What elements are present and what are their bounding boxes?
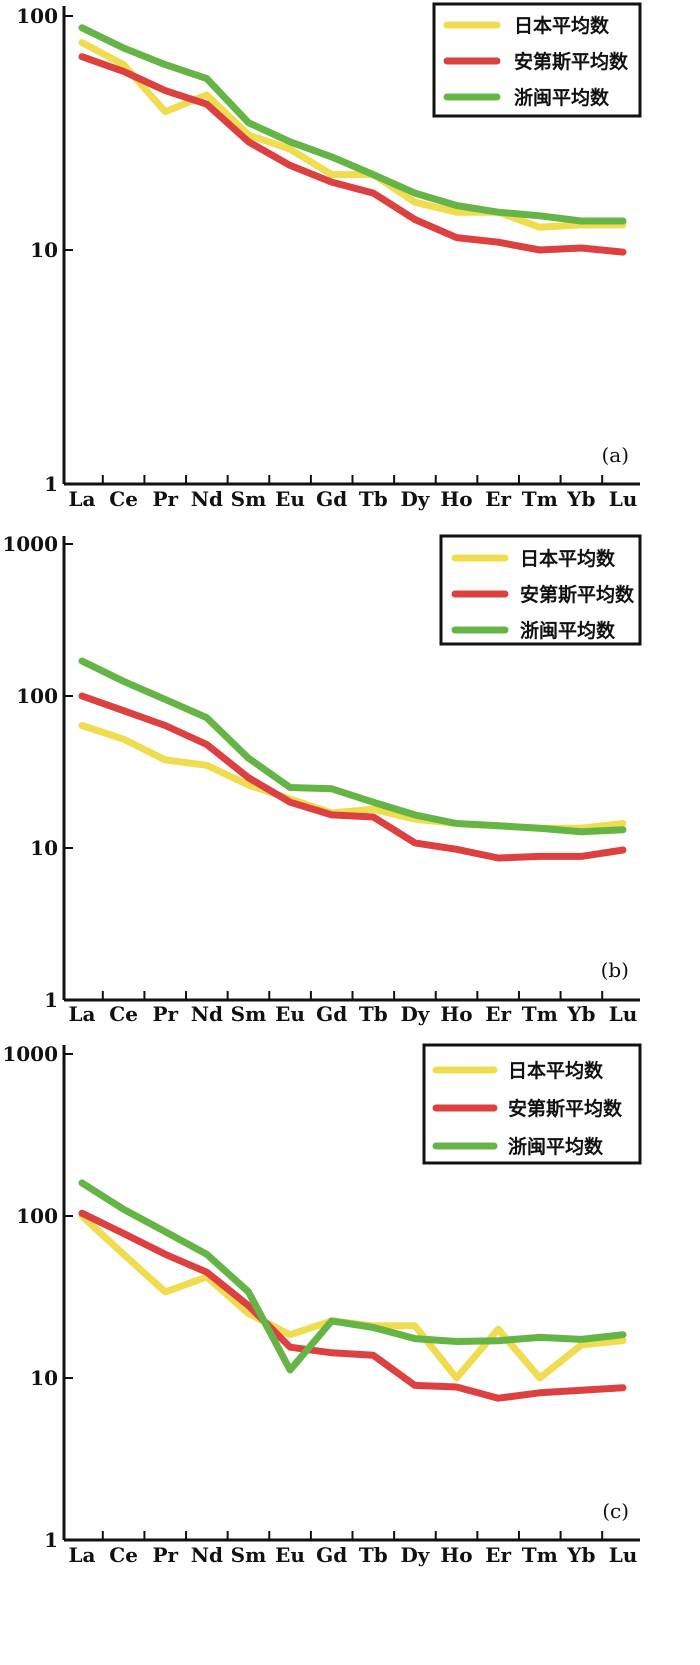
x-tick-label: La bbox=[68, 1543, 95, 1567]
x-tick-label: Eu bbox=[275, 1002, 305, 1026]
x-tick-label: Tb bbox=[359, 487, 388, 511]
legend-label: 浙闽平均数 bbox=[520, 619, 616, 642]
x-tick-label: Eu bbox=[275, 1543, 305, 1567]
x-tick-label: Ho bbox=[440, 487, 472, 511]
x-tick-label: Er bbox=[485, 487, 511, 511]
x-tick-label: Ho bbox=[440, 1002, 472, 1026]
y-tick-label: 1 bbox=[44, 1528, 58, 1552]
x-tick-label: Pr bbox=[152, 487, 178, 511]
chart-panel-b: 1 10 100 1000 La Ce Pr Nd Sm Eu Gd Tb Dy Ho Er Tm Yb Lu 日本… bbox=[2, 532, 642, 1026]
legend-label: 安第斯平均数 bbox=[508, 1097, 623, 1120]
x-tick-label: Ce bbox=[109, 1002, 138, 1026]
y-tick-label: 1000 bbox=[2, 1042, 58, 1066]
x-tick-label: Pr bbox=[152, 1543, 178, 1567]
x-tick-label: Sm bbox=[231, 487, 267, 511]
x-tick-label: Yb bbox=[566, 1543, 595, 1567]
x-tick-label: Er bbox=[485, 1002, 511, 1026]
x-tick-label: Lu bbox=[609, 1543, 638, 1567]
series-line-2 bbox=[78, 692, 627, 862]
x-tick-label: Gd bbox=[316, 1543, 347, 1567]
legend-box bbox=[439, 534, 642, 646]
x-tick-label: Nd bbox=[191, 487, 223, 511]
series-line-2 bbox=[78, 1209, 627, 1402]
y-tick-label: 1000 bbox=[2, 532, 58, 556]
x-tick-label: Tm bbox=[522, 1543, 558, 1567]
x-tick-label: Pr bbox=[152, 1002, 178, 1026]
y-tick-label: 10 bbox=[30, 238, 58, 262]
legend-label: 日本平均数 bbox=[508, 1059, 604, 1082]
panel-label: (a) bbox=[601, 443, 629, 467]
legend-label: 安第斯平均数 bbox=[520, 583, 635, 606]
x-tick-label: Gd bbox=[316, 487, 347, 511]
series-line-2 bbox=[78, 53, 627, 256]
x-tick-label: Tm bbox=[522, 487, 558, 511]
legend-label: 浙闽平均数 bbox=[508, 1135, 604, 1158]
series-line-3 bbox=[78, 1179, 627, 1374]
x-tick-label: Lu bbox=[609, 1002, 638, 1026]
panel-label: (b) bbox=[601, 958, 629, 982]
series-line-3 bbox=[78, 24, 627, 225]
legend-label: 日本平均数 bbox=[520, 547, 616, 570]
x-tick-label: Tb bbox=[359, 1002, 388, 1026]
y-tick-label: 1 bbox=[44, 988, 58, 1012]
series-line-3 bbox=[78, 657, 627, 836]
x-tick-label: Nd bbox=[191, 1002, 223, 1026]
x-tick-label: La bbox=[68, 1002, 95, 1026]
y-tick-label: 100 bbox=[16, 1204, 58, 1228]
series-line-1 bbox=[78, 39, 627, 231]
legend-label: 浙闽平均数 bbox=[514, 86, 610, 109]
x-tick-label: Eu bbox=[275, 487, 305, 511]
x-tick-label: La bbox=[68, 487, 95, 511]
y-tick-label: 100 bbox=[16, 4, 58, 28]
x-tick-label: Sm bbox=[231, 1002, 267, 1026]
x-tick-label: Tb bbox=[359, 1543, 388, 1567]
x-tick-label: Dy bbox=[400, 487, 430, 511]
x-tick-label: Yb bbox=[566, 1002, 595, 1026]
chart-panel-a: 1 10 100 La Ce Pr Nd Sm Eu Gd Tb Dy Ho Er Tm Yb Lu 日本平均数安… bbox=[16, 2, 642, 511]
legend-label: 安第斯平均数 bbox=[514, 50, 629, 73]
y-tick-label: 1 bbox=[44, 472, 58, 496]
x-tick-label: Tm bbox=[522, 1002, 558, 1026]
x-tick-label: Lu bbox=[609, 487, 638, 511]
x-tick-label: Sm bbox=[231, 1543, 267, 1567]
x-tick-label: Yb bbox=[566, 487, 595, 511]
x-tick-label: Gd bbox=[316, 1002, 347, 1026]
legend-label: 日本平均数 bbox=[514, 14, 610, 37]
x-tick-label: Dy bbox=[400, 1002, 430, 1026]
y-tick-label: 100 bbox=[16, 684, 58, 708]
x-tick-label: Nd bbox=[191, 1543, 223, 1567]
x-tick-label: Ho bbox=[440, 1543, 472, 1567]
panel-label: (c) bbox=[602, 1499, 629, 1523]
x-tick-label: Ce bbox=[109, 487, 138, 511]
x-tick-label: Ce bbox=[109, 1543, 138, 1567]
chart-panel-c: 1 10 100 1000 La Ce Pr Nd Sm Eu Gd Tb Dy Ho Er Tm Yb Lu 日本… bbox=[2, 1042, 642, 1567]
y-tick-label: 10 bbox=[30, 1366, 58, 1390]
x-tick-label: Er bbox=[485, 1543, 511, 1567]
x-tick-label: Dy bbox=[400, 1543, 430, 1567]
y-tick-label: 10 bbox=[30, 836, 58, 860]
